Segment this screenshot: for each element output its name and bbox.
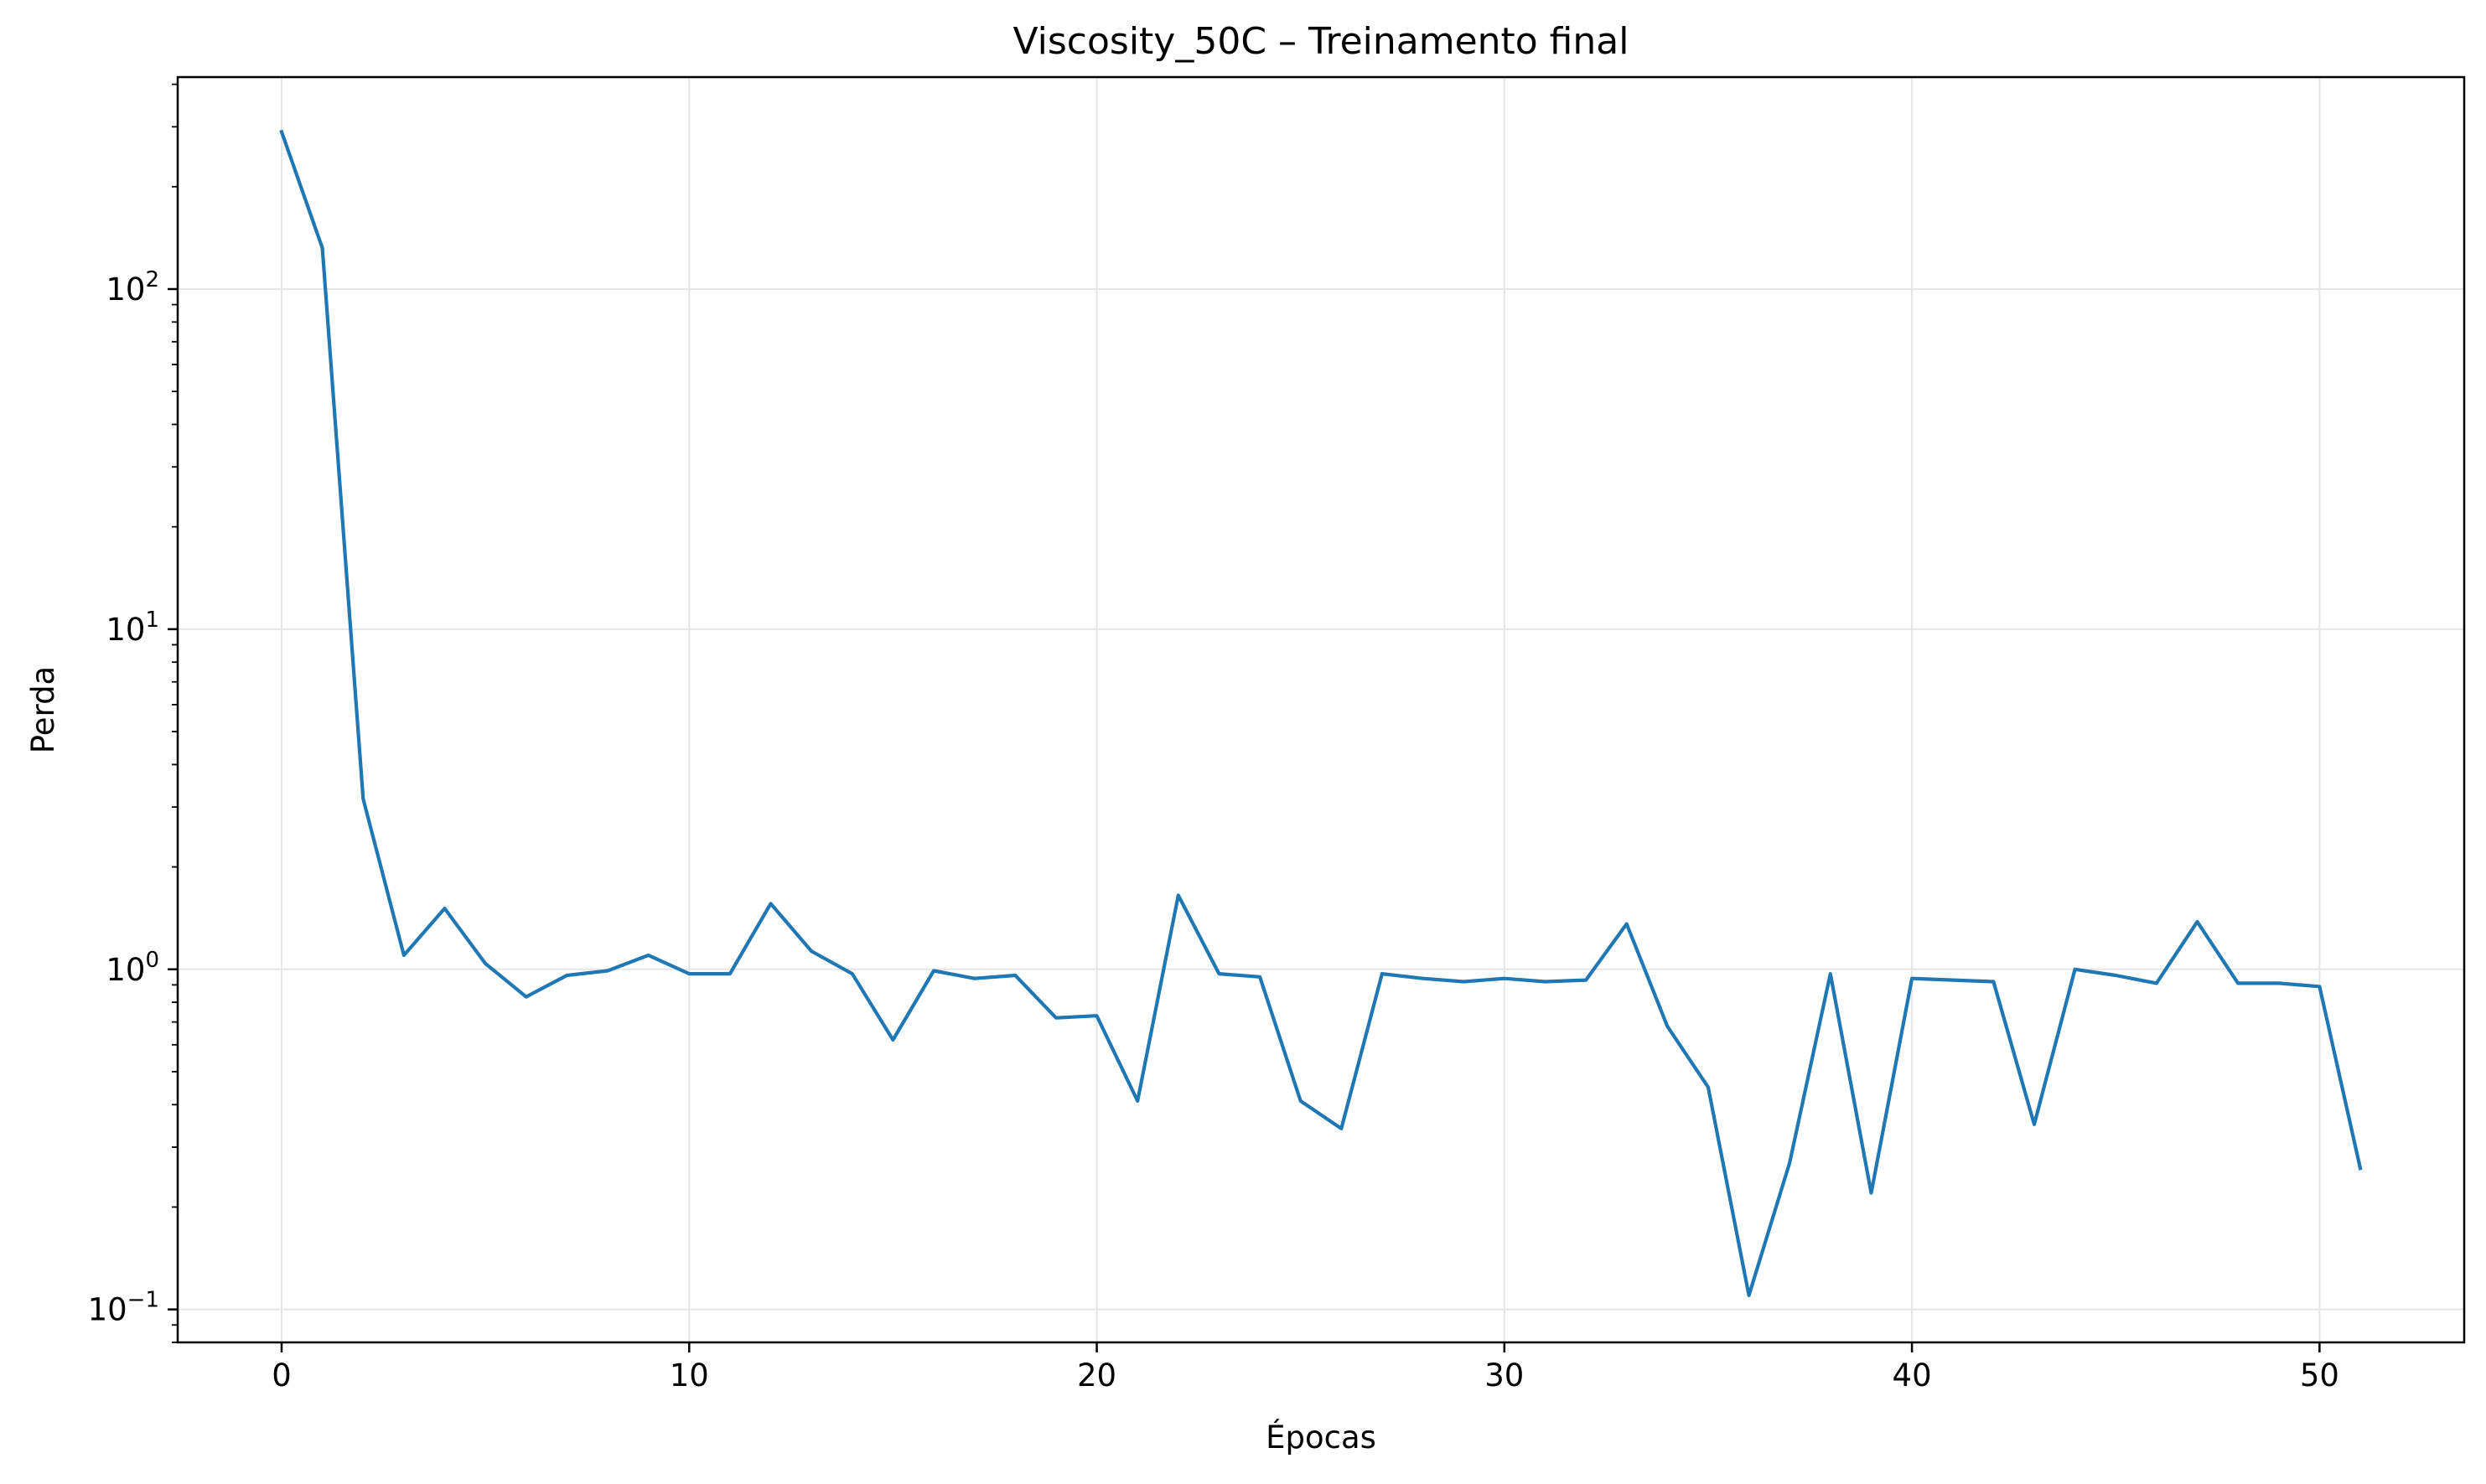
axis-ticks: 0 10 20 30 40 50 10−1 100 101 102 (88, 83, 2339, 1394)
grid-lines (178, 77, 2464, 1342)
series-layer (279, 129, 2363, 1298)
x-tick-label: 10 (670, 1357, 709, 1394)
y-tick-label: 101 (106, 608, 159, 648)
x-tick-label: 0 (272, 1357, 292, 1394)
y-tick-label: 102 (106, 267, 159, 308)
x-axis-label: Épocas (1266, 1419, 1376, 1456)
x-tick-label: 40 (1893, 1357, 1932, 1394)
x-tick-label: 50 (2300, 1357, 2339, 1394)
chart-title: Viscosity_50C – Treinamento final (1013, 20, 1629, 63)
plot-frame (176, 75, 2466, 1344)
y-tick-label: 100 (106, 948, 159, 988)
x-tick-label: 30 (1484, 1357, 1524, 1394)
series-line (279, 129, 2363, 1298)
y-tick-label: 10−1 (88, 1288, 159, 1328)
x-tick-label: 20 (1077, 1357, 1116, 1394)
y-axis-label: Perda (25, 666, 61, 753)
